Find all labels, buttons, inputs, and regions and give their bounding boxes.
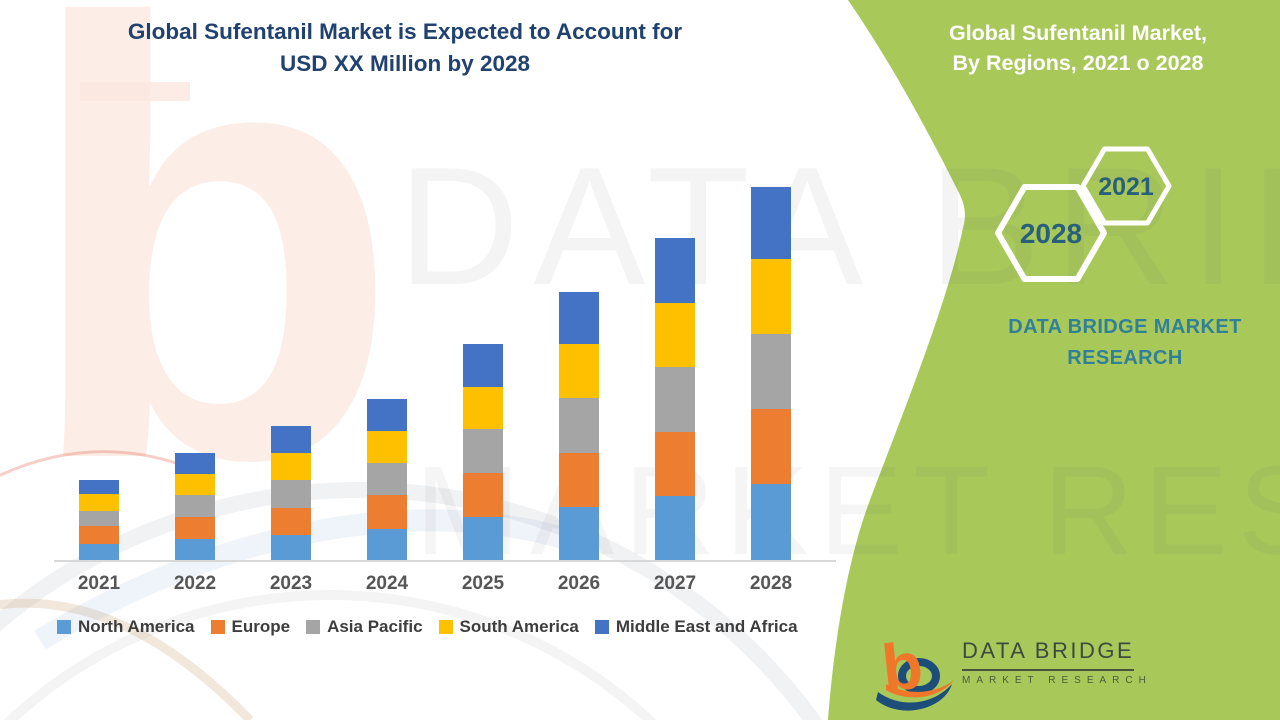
bar-segment-2025-north-america bbox=[463, 517, 503, 560]
x-tick-2027: 2027 bbox=[653, 573, 697, 594]
bar-segment-2026-middle-east-and-africa bbox=[559, 292, 599, 344]
watermark-b-top-serif bbox=[80, 82, 190, 101]
logo-name: DATA BRIDGE bbox=[962, 638, 1135, 671]
brand-text-line1: DATA BRIDGE MARKET bbox=[1008, 316, 1242, 338]
bar-segment-2022-south-america bbox=[175, 474, 215, 495]
legend-swatch-icon bbox=[306, 620, 321, 634]
bar-segment-2025-south-america bbox=[463, 387, 503, 429]
brand-text: DATA BRIDGE MARKET RESEARCH bbox=[960, 312, 1280, 374]
bar-segment-2025-middle-east-and-africa bbox=[463, 344, 503, 387]
bar-segment-2026-north-america bbox=[559, 507, 599, 560]
legend-swatch-icon bbox=[210, 620, 225, 634]
bar-segment-2024-south-america bbox=[367, 431, 407, 463]
legend-label: Europe bbox=[231, 617, 291, 636]
legend-swatch-icon bbox=[594, 620, 609, 634]
bar-segment-2028-asia-pacific bbox=[751, 334, 791, 409]
bar-segment-2026-europe bbox=[559, 453, 599, 507]
legend-item-middle-east-and-africa: Middle East and Africa bbox=[594, 617, 798, 637]
bar-segment-2026-south-america bbox=[559, 344, 599, 398]
bar-segment-2023-middle-east-and-africa bbox=[271, 426, 311, 453]
x-tick-2028: 2028 bbox=[749, 573, 793, 594]
bar-segment-2022-north-america bbox=[175, 539, 215, 560]
bar-segment-2023-europe bbox=[271, 508, 311, 535]
x-tick-2022: 2022 bbox=[173, 573, 217, 594]
bar-segment-2027-asia-pacific bbox=[655, 367, 695, 432]
bar-segment-2028-europe bbox=[751, 409, 791, 484]
bar-segment-2022-asia-pacific bbox=[175, 495, 215, 517]
page-title-line2: USD XX Million by 2028 bbox=[279, 51, 531, 76]
x-axis-line bbox=[54, 560, 836, 562]
legend-item-europe: Europe bbox=[210, 617, 291, 637]
legend-label: North America bbox=[78, 617, 195, 636]
side-panel-title-line1: Global Sufentanil Market, bbox=[948, 21, 1208, 45]
hexagon-2028-outline bbox=[995, 184, 1107, 282]
page-title: Global Sufentanil Market is Expected to … bbox=[60, 16, 750, 80]
x-tick-2025: 2025 bbox=[461, 573, 505, 594]
bar-segment-2024-middle-east-and-africa bbox=[367, 399, 407, 431]
bar-segment-2021-north-america bbox=[79, 544, 119, 560]
legend-item-north-america: North America bbox=[57, 617, 195, 637]
bar-segment-2028-south-america bbox=[751, 259, 791, 334]
bar-segment-2023-asia-pacific bbox=[271, 480, 311, 508]
x-tick-2026: 2026 bbox=[557, 573, 601, 594]
bar-segment-2027-middle-east-and-africa bbox=[655, 238, 695, 303]
data-bridge-logo-icon: b bbox=[876, 627, 954, 711]
hexagon-2028-label: 2028 bbox=[1020, 218, 1082, 249]
bar-segment-2025-europe bbox=[463, 473, 503, 517]
brand-text-line2: RESEARCH bbox=[1067, 347, 1183, 369]
bar-segment-2021-middle-east-and-africa bbox=[79, 480, 119, 494]
legend-item-asia-pacific: Asia Pacific bbox=[306, 617, 423, 637]
bar-segment-2027-north-america bbox=[655, 496, 695, 560]
legend-swatch-icon bbox=[438, 620, 453, 634]
legend-label: South America bbox=[459, 617, 579, 636]
x-tick-2024: 2024 bbox=[365, 573, 409, 594]
page-title-line1: Global Sufentanil Market is Expected to … bbox=[127, 19, 683, 44]
bar-segment-2023-north-america bbox=[271, 535, 311, 560]
bar-segment-2025-asia-pacific bbox=[463, 429, 503, 473]
bar-segment-2024-europe bbox=[367, 495, 407, 529]
bar-segment-2021-south-america bbox=[79, 494, 119, 511]
chart-legend: North America Europe Asia Pacific South Ame… bbox=[57, 617, 798, 637]
bar-segment-2022-middle-east-and-africa bbox=[175, 453, 215, 474]
data-bridge-logo-text: DATA BRIDGE MARKET RESEARCH bbox=[962, 638, 1152, 686]
bar-segment-2022-europe bbox=[175, 517, 215, 539]
legend-label: Middle East and Africa bbox=[615, 617, 798, 636]
bar-segment-2028-north-america bbox=[751, 484, 791, 560]
bar-segment-2026-asia-pacific bbox=[559, 398, 599, 453]
bar-segment-2027-europe bbox=[655, 432, 695, 496]
legend-label: Asia Pacific bbox=[327, 617, 423, 636]
legend-item-south-america: South America bbox=[438, 617, 579, 637]
x-tick-2023: 2023 bbox=[269, 573, 313, 594]
hexagon-2021-outline bbox=[1080, 146, 1172, 226]
bar-segment-2028-middle-east-and-africa bbox=[751, 187, 791, 259]
bar-segment-2021-europe bbox=[79, 526, 119, 544]
bar-segment-2024-asia-pacific bbox=[367, 463, 407, 495]
x-tick-2021: 2021 bbox=[77, 573, 121, 594]
side-panel-title-line2: By Regions, 2021 o 2028 bbox=[952, 51, 1204, 75]
side-panel-title: Global Sufentanil Market, By Regions, 20… bbox=[920, 18, 1236, 78]
logo-subtitle: MARKET RESEARCH bbox=[962, 675, 1152, 686]
legend-swatch-icon bbox=[57, 620, 71, 634]
bar-segment-2021-asia-pacific bbox=[79, 511, 119, 526]
bar-segment-2024-north-america bbox=[367, 529, 407, 560]
bar-segment-2023-south-america bbox=[271, 453, 311, 480]
bar-segment-2027-south-america bbox=[655, 303, 695, 367]
hexagon-2021-label: 2021 bbox=[1098, 173, 1154, 201]
